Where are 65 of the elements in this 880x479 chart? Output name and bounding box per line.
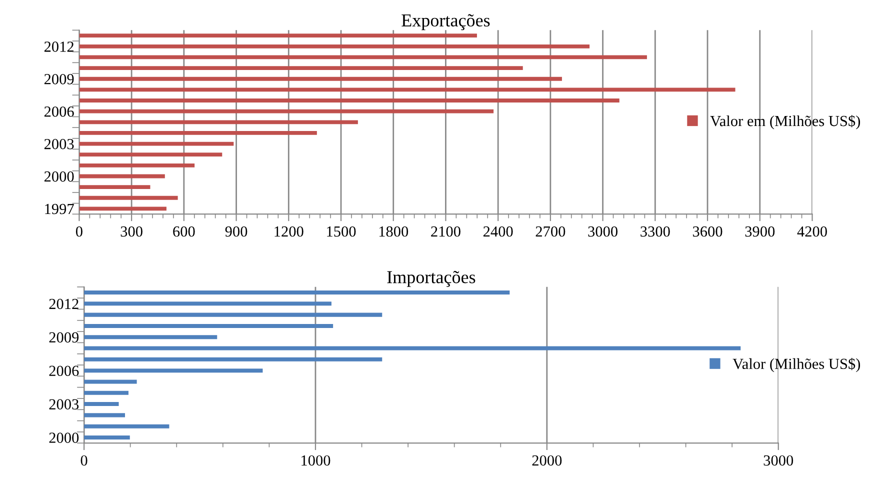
bar [79, 44, 590, 48]
bar [79, 163, 195, 168]
y-tick-label: 2003 [49, 399, 79, 410]
x-tick-label: 900 [225, 226, 248, 237]
bar [79, 152, 222, 157]
x-tick-label: 0 [76, 226, 82, 237]
bar [79, 196, 178, 200]
x-tick-label: 3300 [640, 226, 670, 237]
bar [79, 206, 166, 211]
x-tick-label: 2100 [431, 226, 460, 237]
bar [79, 55, 647, 60]
bar [84, 380, 137, 384]
bar [79, 109, 494, 114]
y-tick-label: 2000 [49, 432, 79, 443]
bar [79, 131, 317, 135]
y-tick-label: 2006 [49, 366, 79, 376]
y-tick-label: 2012 [49, 298, 78, 310]
y-tick-label: 2003 [44, 138, 74, 150]
bar [79, 174, 165, 178]
x-tick-label: 600 [173, 226, 195, 237]
y-tick-label: 2012 [44, 42, 74, 52]
bar [79, 120, 358, 124]
bar [84, 324, 334, 328]
bar [84, 424, 170, 428]
bar [84, 346, 741, 350]
x-tick-label: 300 [120, 226, 142, 237]
x-tick-label: 2400 [483, 226, 513, 237]
x-tick-label: 2700 [536, 226, 566, 237]
legend-label: Valor em (Milhões US$) [710, 114, 860, 130]
bar [84, 390, 128, 395]
x-tick-label: 1500 [327, 226, 356, 237]
x-tick-label: 1800 [379, 226, 408, 237]
x-tick-label: 0 [80, 455, 88, 466]
bar [79, 142, 234, 146]
bar [84, 290, 510, 295]
bar [79, 185, 150, 190]
x-tick-label: 2000 [532, 455, 562, 466]
bar [84, 368, 263, 373]
y-tick-label: 2000 [44, 171, 74, 182]
bar [84, 302, 332, 306]
x-tick-label: 1000 [302, 455, 330, 466]
x-tick-label: 3600 [692, 226, 722, 237]
bar [84, 312, 382, 317]
y-tick-label: 2009 [44, 74, 74, 84]
chart-title: Exportações [402, 14, 490, 30]
y-tick-label: 2009 [49, 332, 79, 343]
bar [79, 66, 523, 70]
bar [79, 34, 477, 38]
bar [84, 435, 130, 440]
bar [84, 413, 126, 418]
x-tick-label: 4200 [797, 226, 827, 237]
y-tick-label: 2006 [44, 106, 74, 117]
y-tick-label: 1997 [45, 204, 74, 214]
x-tick-label: 1200 [274, 226, 304, 237]
bar [79, 76, 562, 81]
bar [84, 335, 218, 340]
x-tick-label: 3000 [764, 455, 794, 466]
bar [84, 357, 382, 362]
legend-label: Valor (Milhões US$) [732, 358, 860, 372]
x-tick-label: 3900 [745, 226, 775, 237]
bar [79, 88, 736, 92]
bar [84, 402, 119, 406]
bar [79, 98, 620, 102]
chart-title: Importações [387, 270, 476, 287]
x-tick-label: 3000 [588, 226, 618, 237]
